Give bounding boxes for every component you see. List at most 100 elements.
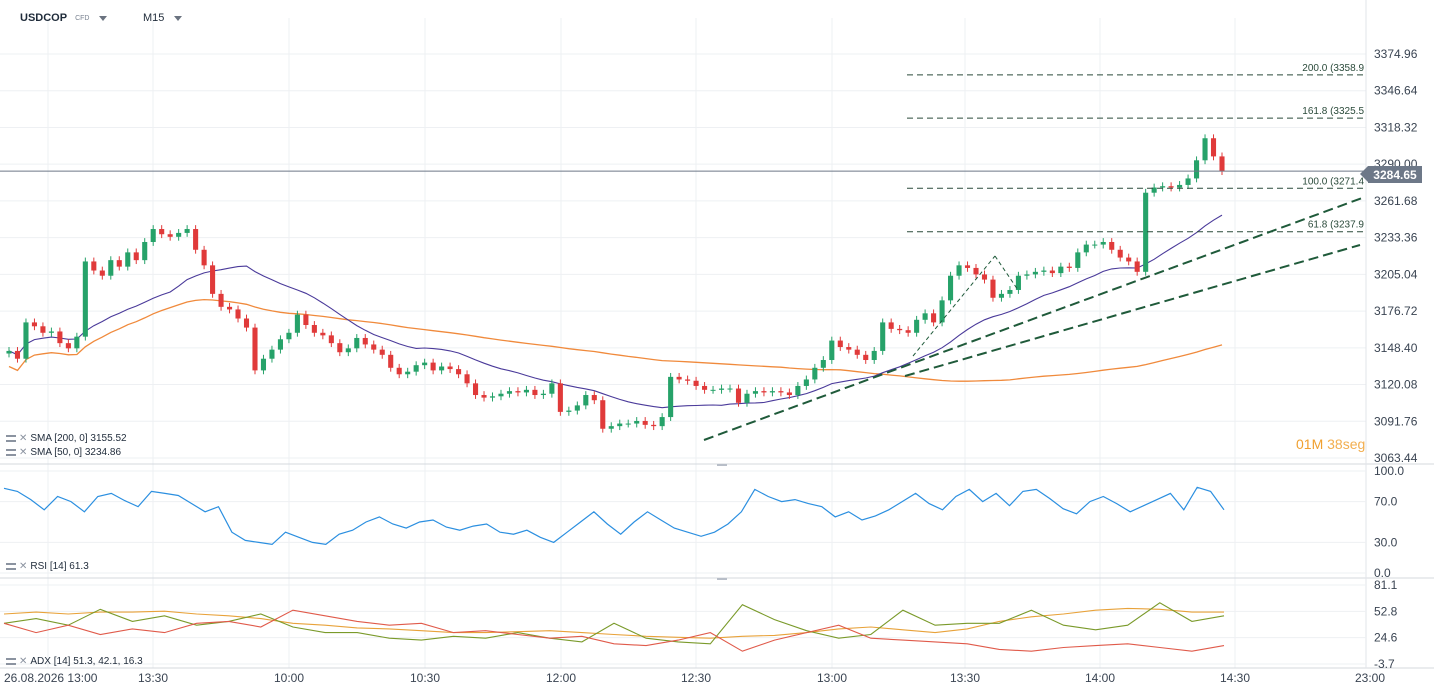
close-icon[interactable]: ✕	[19, 656, 28, 667]
x-tick-label: 23:00	[1355, 671, 1385, 685]
candle	[481, 395, 487, 398]
chevron-down-icon[interactable]	[174, 15, 183, 21]
menu-icon[interactable]	[6, 563, 16, 570]
candle	[727, 388, 733, 390]
candle	[981, 274, 988, 280]
symbol-label: USDCOP	[20, 12, 68, 24]
candle	[6, 350, 12, 354]
candle	[159, 229, 165, 235]
candle	[82, 261, 88, 337]
symbol-suffix: CFD	[75, 14, 90, 22]
candle	[108, 260, 114, 276]
legend-sma50[interactable]: ✕ SMA [50, 0] 3234.86	[6, 447, 121, 458]
candle	[812, 367, 818, 380]
candle	[956, 265, 962, 276]
adx-line	[3, 607, 1224, 639]
fib-level-label: 200.0 (3358.9	[1302, 63, 1364, 74]
candle	[40, 326, 46, 333]
timeframe-selector[interactable]: M15	[143, 8, 183, 28]
close-icon[interactable]: ✕	[19, 433, 28, 444]
close-icon[interactable]: ✕	[19, 561, 28, 572]
candle	[964, 265, 971, 268]
legend-rsi[interactable]: ✕ RSI [14] 61.3	[6, 561, 89, 572]
x-tick-label: 14:30	[1220, 671, 1250, 685]
y-tick-label: 3346.64	[1374, 84, 1418, 98]
candle	[116, 260, 122, 267]
rsi-line	[3, 486, 1225, 546]
candle	[388, 354, 394, 368]
candle	[769, 391, 775, 393]
candle	[668, 376, 674, 418]
candle	[1109, 241, 1115, 250]
legend-adx[interactable]: ✕ ADX [14] 51.3, 42.1, 16.3	[6, 656, 143, 667]
candle	[846, 347, 852, 350]
chevron-down-icon[interactable]	[99, 15, 108, 21]
candle	[125, 252, 131, 267]
trend-line	[703, 197, 1363, 441]
x-tick-label: 13:00	[817, 671, 847, 685]
di-minus-line	[3, 609, 1225, 652]
candle	[1066, 266, 1072, 268]
candle	[48, 331, 54, 333]
candle	[167, 234, 173, 237]
candle	[430, 362, 436, 371]
candle	[600, 400, 606, 429]
candle	[354, 337, 360, 349]
candle	[345, 348, 351, 353]
menu-icon[interactable]	[6, 435, 16, 442]
candle	[252, 327, 258, 371]
candle	[837, 340, 843, 348]
candle	[456, 369, 462, 375]
candle	[905, 330, 911, 333]
x-tick-label: 10:30	[410, 671, 440, 685]
rsi-tick-label: 100.0	[1374, 464, 1404, 478]
candle	[973, 267, 979, 275]
menu-icon[interactable]	[6, 449, 16, 456]
symbol-selector[interactable]: USDCOP CFD	[20, 8, 108, 28]
menu-icon[interactable]	[6, 658, 16, 665]
candle	[142, 241, 148, 261]
candle	[133, 252, 139, 261]
candle	[735, 388, 742, 403]
candle	[422, 362, 428, 366]
candle	[1185, 178, 1191, 185]
candle	[235, 309, 241, 319]
y-tick-label: 3318.32	[1374, 120, 1418, 134]
legend-rsi-label: RSI [14] 61.3	[30, 561, 89, 572]
legend-sma200-label: SMA [200, 0] 3155.52	[30, 433, 127, 444]
candle-timer: 01M 38seg	[1296, 436, 1365, 452]
candle	[829, 340, 835, 361]
candle	[379, 349, 385, 355]
candle	[294, 314, 300, 333]
candle	[914, 319, 920, 333]
candle	[990, 279, 996, 298]
candle	[676, 376, 682, 380]
legend-sma200[interactable]: ✕ SMA [200, 0] 3155.52	[6, 433, 127, 444]
candle	[65, 343, 71, 349]
candle	[795, 385, 801, 396]
candle	[1117, 249, 1123, 258]
candle	[227, 306, 233, 310]
candle	[617, 423, 623, 427]
candle	[1092, 244, 1098, 246]
fib-level-label: 61.8 (3237.9	[1308, 220, 1365, 231]
candle	[193, 229, 199, 250]
candle	[176, 232, 182, 237]
y-tick-label: 3233.36	[1374, 231, 1418, 245]
candle	[506, 391, 513, 394]
candle	[1049, 270, 1055, 274]
candle	[566, 410, 572, 412]
candle	[489, 396, 496, 398]
candle	[472, 383, 479, 396]
x-tick-label: 12:30	[681, 671, 711, 685]
candle	[863, 354, 869, 361]
timeframe-label: M15	[143, 12, 165, 24]
adx-tick-label: -3.7	[1374, 657, 1395, 671]
candle	[1041, 270, 1047, 272]
candle	[413, 365, 419, 372]
legend-adx-label: ADX [14] 51.3, 42.1, 16.3	[30, 656, 143, 667]
close-icon[interactable]: ✕	[19, 447, 28, 458]
candle	[778, 391, 784, 393]
